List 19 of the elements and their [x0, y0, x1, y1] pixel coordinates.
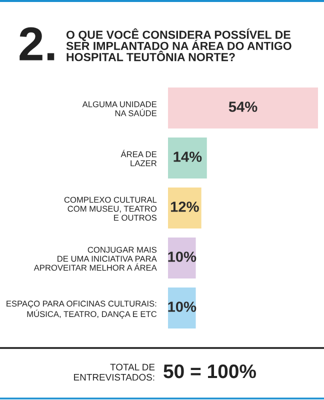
- bar: [168, 188, 202, 228]
- data-label: 14%: [174, 152, 202, 162]
- text: 50 = 100%: [164, 364, 256, 378]
- y-tick-label: ÁREA DE LAZER: [120, 150, 157, 166]
- data-label: 10%: [168, 302, 196, 312]
- data-label: 54%: [228, 102, 258, 112]
- data-label: 12%: [170, 202, 199, 212]
- y-tick-label: COMPLEXO CULTURAL COM MUSEU, TEATRO E OUTROS: [64, 196, 157, 221]
- bar: [168, 288, 196, 328]
- text: TOTAL DE ENTREVISTADOS:: [74, 364, 155, 381]
- data-label: 10%: [168, 252, 196, 262]
- y-tick-label: ALGUMA UNIDADE NA SAÚDE: [82, 101, 157, 116]
- y-tick-label: ESPAÇO PARA OFICINAS CULTURAIS: MÚSICA, TEATRO, DANÇA E ETC: [6, 300, 157, 319]
- bar: [168, 238, 196, 278]
- chart-title: O QUE VOCÊ CONSIDERA POSSÍVEL DE SER IMPLANTADO NA ÁREA DO ANTIGO HOSPITAL TEUTÔNIA NORTE?: [66, 28, 292, 62]
- y-tick-label: CONJUGAR MAIS DE UMA INICIATIVA PARA APROVEITAR MELHOR A ÁREA: [34, 246, 157, 271]
- bar: [168, 138, 207, 178]
- bar: [168, 88, 318, 128]
- text: 2.: [20, 27, 54, 60]
